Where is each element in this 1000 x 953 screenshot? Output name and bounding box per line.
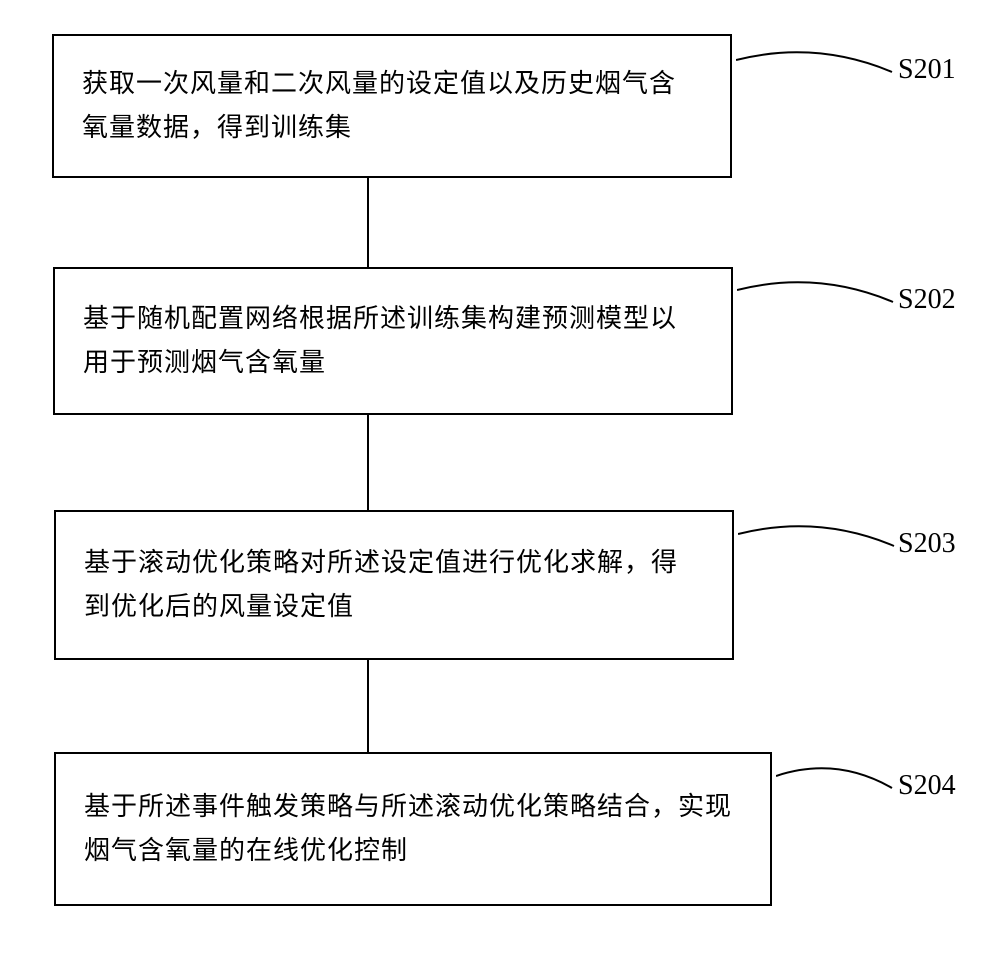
step-text-s203: 基于滚动优化策略对所述设定值进行优化求解，得到优化后的风量设定值 (84, 541, 704, 629)
step-text-s202: 基于随机配置网络根据所述训练集构建预测模型以用于预测烟气含氧量 (83, 297, 703, 385)
step-box-s204: 基于所述事件触发策略与所述滚动优化策略结合，实现烟气含氧量的在线优化控制 (54, 752, 772, 906)
step-label-s203: S203 (898, 528, 956, 560)
step-label-s201: S201 (898, 54, 956, 86)
step-box-s201: 获取一次风量和二次风量的设定值以及历史烟气含氧量数据，得到训练集 (52, 34, 732, 178)
flowchart-container: 获取一次风量和二次风量的设定值以及历史烟气含氧量数据，得到训练集 S201 基于… (0, 0, 1000, 953)
step-text-s204: 基于所述事件触发策略与所述滚动优化策略结合，实现烟气含氧量的在线优化控制 (84, 785, 742, 873)
connector-line-1 (367, 178, 369, 267)
step-box-s203: 基于滚动优化策略对所述设定值进行优化求解，得到优化后的风量设定值 (54, 510, 734, 660)
label-connector-s203 (738, 514, 898, 554)
connector-line-2 (367, 415, 369, 510)
label-connector-s204 (776, 756, 896, 796)
label-connector-s201 (736, 40, 896, 80)
step-box-s202: 基于随机配置网络根据所述训练集构建预测模型以用于预测烟气含氧量 (53, 267, 733, 415)
label-connector-s202 (737, 270, 897, 310)
step-label-s204: S204 (898, 770, 956, 802)
step-text-s201: 获取一次风量和二次风量的设定值以及历史烟气含氧量数据，得到训练集 (82, 62, 702, 150)
step-label-s202: S202 (898, 284, 956, 316)
connector-line-3 (367, 660, 369, 752)
